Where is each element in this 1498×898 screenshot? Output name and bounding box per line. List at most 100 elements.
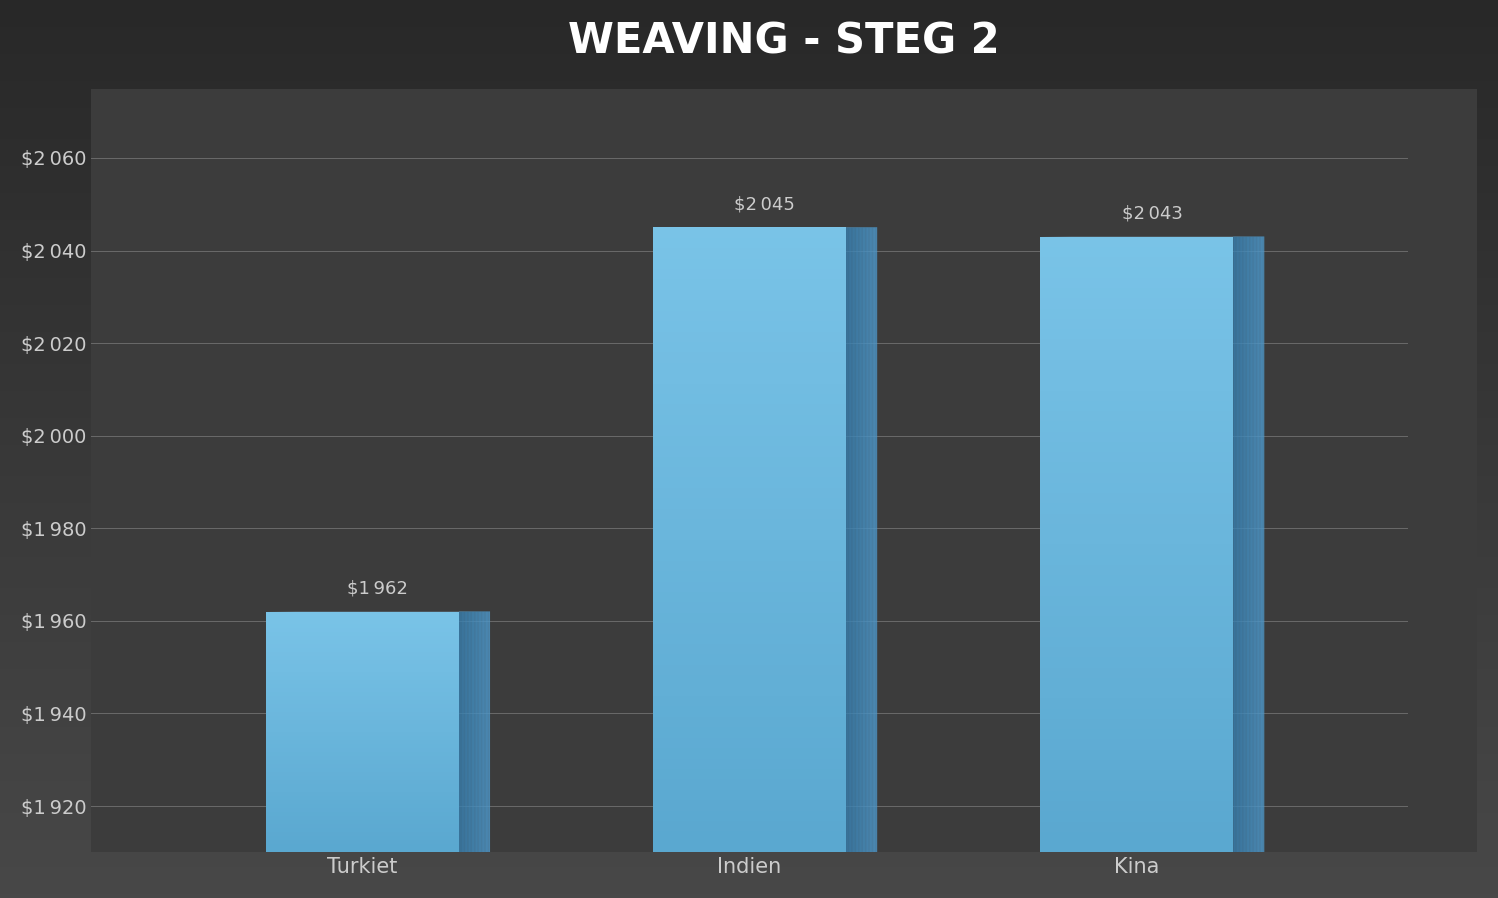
Bar	[0, 462, 1498, 467]
Bar	[265, 639, 458, 644]
Bar	[1040, 585, 1233, 595]
Bar	[0, 480, 1498, 485]
Bar	[1040, 277, 1233, 288]
Bar	[0, 386, 1498, 391]
Bar	[0, 471, 1498, 476]
Title: WEAVING - STEG 2: WEAVING - STEG 2	[568, 21, 1001, 63]
Bar	[653, 394, 846, 404]
Bar	[0, 714, 1498, 718]
Bar	[0, 67, 1498, 72]
Bar	[0, 135, 1498, 139]
Bar	[653, 446, 846, 456]
Bar	[653, 748, 846, 759]
Bar	[0, 763, 1498, 768]
Bar	[1040, 442, 1233, 453]
Bar	[0, 642, 1498, 647]
Bar	[0, 579, 1498, 584]
Bar	[1040, 780, 1233, 791]
Bar	[0, 0, 1498, 4]
Bar	[265, 812, 458, 816]
Bar	[653, 248, 846, 259]
Bar	[1040, 688, 1233, 699]
Text: $2 045: $2 045	[734, 196, 795, 214]
Bar	[0, 804, 1498, 808]
Bar	[265, 636, 458, 639]
Bar	[265, 836, 458, 841]
Bar	[0, 382, 1498, 386]
Bar	[653, 790, 846, 800]
Bar	[0, 220, 1498, 224]
Bar	[653, 675, 846, 686]
Bar	[0, 507, 1498, 512]
Bar	[0, 72, 1498, 76]
Bar	[653, 467, 846, 478]
Bar	[1040, 678, 1233, 688]
Bar	[0, 373, 1498, 377]
Bar	[0, 552, 1498, 557]
Bar	[1040, 411, 1233, 421]
Bar	[1040, 288, 1233, 298]
Bar	[0, 656, 1498, 660]
Bar	[653, 238, 846, 248]
Bar	[0, 157, 1498, 162]
Bar	[0, 831, 1498, 835]
Bar	[0, 117, 1498, 121]
Bar	[0, 184, 1498, 189]
Bar	[1040, 472, 1233, 483]
Bar	[265, 849, 458, 852]
Bar	[265, 652, 458, 656]
Bar	[1040, 329, 1233, 339]
Bar	[1040, 822, 1233, 832]
Bar	[0, 786, 1498, 790]
Bar	[0, 768, 1498, 772]
Bar	[265, 760, 458, 764]
Bar	[0, 359, 1498, 364]
Bar	[1040, 514, 1233, 524]
Bar	[265, 772, 458, 776]
Bar	[0, 498, 1498, 503]
Bar	[265, 688, 458, 691]
Bar	[653, 311, 846, 321]
Bar	[0, 862, 1498, 867]
Bar	[1040, 298, 1233, 309]
Bar	[653, 530, 846, 540]
Bar	[653, 478, 846, 488]
Bar	[653, 415, 846, 426]
Bar	[653, 436, 846, 446]
Bar	[0, 620, 1498, 624]
Bar	[0, 305, 1498, 310]
Bar	[653, 374, 846, 383]
Bar	[0, 207, 1498, 211]
Bar	[653, 707, 846, 717]
Bar	[653, 759, 846, 769]
Bar	[0, 709, 1498, 714]
Bar	[0, 121, 1498, 126]
Bar	[0, 611, 1498, 615]
Bar	[653, 560, 846, 571]
Bar	[0, 566, 1498, 570]
Bar	[265, 664, 458, 668]
Bar	[0, 808, 1498, 813]
Bar	[1040, 360, 1233, 370]
Bar	[653, 717, 846, 727]
Bar	[0, 233, 1498, 238]
Bar	[265, 623, 458, 628]
Bar	[265, 828, 458, 832]
Bar	[265, 832, 458, 836]
Bar	[1040, 453, 1233, 462]
Bar	[0, 391, 1498, 395]
Bar	[1040, 667, 1233, 678]
Bar	[265, 628, 458, 631]
Bar	[265, 647, 458, 652]
Bar	[0, 660, 1498, 665]
Bar	[1040, 544, 1233, 555]
Bar	[0, 216, 1498, 220]
Bar	[653, 290, 846, 300]
Bar	[0, 696, 1498, 700]
Bar	[1040, 699, 1233, 709]
Bar	[0, 700, 1498, 705]
Bar	[653, 655, 846, 665]
Bar	[0, 202, 1498, 207]
Bar	[0, 395, 1498, 400]
Bar	[653, 665, 846, 675]
